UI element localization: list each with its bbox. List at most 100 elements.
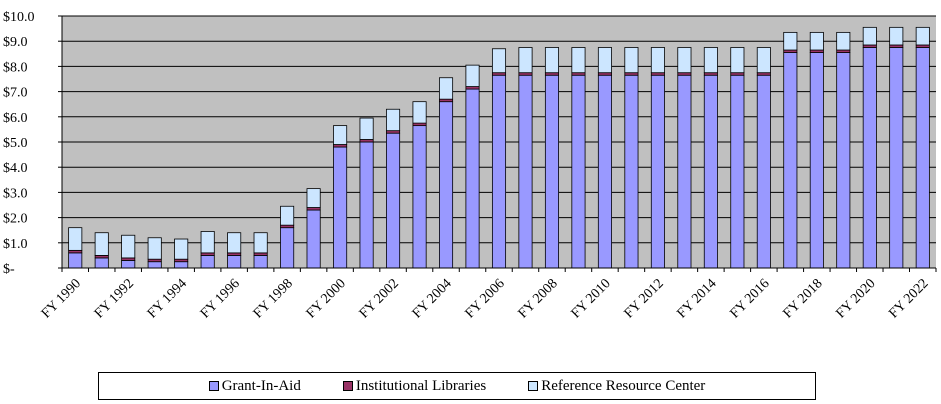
- y-tick-labels: $- $1.0 $2.0 $3.0 $4.0 $5.0 $6.0 $7.0 $8.0 $9.0 $1…: [3, 10, 62, 277]
- bar-segment-reference-resource-center: [703, 47, 718, 74]
- bar-segment-reference-resource-center: [359, 117, 374, 140]
- bar-segment-grant-in-aid: [783, 52, 798, 269]
- bar-segment-grant-in-aid: [836, 52, 851, 269]
- x-tick-label: FY 1998: [251, 276, 296, 321]
- bar-segment-reference-resource-center: [386, 108, 401, 132]
- legend-label-reference-resource-center: Reference Resource Center: [541, 377, 706, 394]
- bar-stack: [200, 231, 215, 269]
- legend-swatch-reference-resource-center: [528, 381, 539, 391]
- legend-swatch-grant-in-aid: [208, 381, 219, 391]
- bar-segment-reference-resource-center: [756, 47, 771, 74]
- bar-segment-reference-resource-center: [650, 47, 665, 74]
- bar-segment-grant-in-aid: [889, 47, 904, 269]
- bars: [68, 26, 930, 269]
- bar-segment-grant-in-aid: [439, 101, 454, 269]
- bar-segment-grant-in-aid: [677, 74, 692, 269]
- x-tick-label: FY 2014: [675, 276, 720, 321]
- bar-segment-grant-in-aid: [915, 47, 930, 269]
- bar-segment-grant-in-aid: [491, 74, 507, 269]
- bar-segment-reference-resource-center: [597, 47, 612, 74]
- bar-segment-reference-resource-center: [491, 48, 507, 74]
- bar-segment-grant-in-aid: [624, 74, 639, 269]
- y-tick-label: $9.0: [3, 35, 28, 50]
- x-tick-label: FY 2008: [516, 276, 561, 321]
- legend-item-reference-resource-center: Reference Resource Center: [528, 378, 705, 395]
- bar-stack: [174, 238, 189, 269]
- bar-stack: [836, 31, 851, 269]
- y-tick-label: $7.0: [3, 86, 28, 101]
- legend-item-institutional-libraries: Institutional Libraries: [342, 378, 486, 395]
- bar-segment-reference-resource-center: [333, 125, 348, 145]
- x-tick-label: FY 2012: [622, 276, 667, 321]
- bar-segment-reference-resource-center: [121, 234, 136, 259]
- bar-segment-grant-in-aid: [412, 125, 427, 269]
- bar-stack: [677, 47, 692, 269]
- bar-segment-grant-in-aid: [862, 47, 877, 269]
- y-tick-label: $2.0: [3, 212, 28, 227]
- bar-stack: [306, 188, 321, 269]
- bar-segment-grant-in-aid: [465, 88, 480, 269]
- bar-segment-reference-resource-center: [889, 26, 904, 46]
- bar-stack: [783, 31, 798, 269]
- bar-stack: [544, 47, 559, 269]
- bar-stack: [94, 232, 109, 269]
- bar-segment-grant-in-aid: [174, 261, 189, 269]
- bar-segment-grant-in-aid: [280, 227, 295, 269]
- legend-label-grant-in-aid: Grant-In-Aid: [221, 377, 301, 394]
- bar-segment-reference-resource-center: [68, 227, 83, 251]
- bar-segment-grant-in-aid: [253, 254, 268, 269]
- bar-segment-grant-in-aid: [227, 254, 242, 269]
- x-tick-label: FY 2020: [833, 276, 878, 321]
- bar-segment-grant-in-aid: [147, 261, 162, 269]
- bar-stack: [465, 64, 480, 269]
- bar-segment-grant-in-aid: [518, 74, 533, 269]
- bar-segment-reference-resource-center: [544, 47, 559, 74]
- bar-stack: [624, 47, 639, 269]
- bar-segment-reference-resource-center: [306, 188, 321, 208]
- x-tick-label: FY 2000: [304, 276, 349, 321]
- bar-segment-reference-resource-center: [677, 47, 692, 74]
- bar-segment-grant-in-aid: [386, 132, 401, 269]
- legend: Grant-In-Aid Institutional Libraries Ref…: [98, 372, 816, 400]
- bar-stack: [386, 108, 401, 269]
- bar-stack: [333, 125, 348, 269]
- bar-segment-grant-in-aid: [756, 74, 771, 269]
- y-tick-label: $4.0: [3, 161, 28, 176]
- y-tick-label: $6.0: [3, 111, 28, 126]
- bar-stack: [756, 47, 771, 269]
- bar-segment-grant-in-aid: [544, 74, 559, 269]
- bar-segment-reference-resource-center: [174, 238, 189, 260]
- bar-segment-reference-resource-center: [730, 47, 745, 74]
- bar-stack: [703, 47, 718, 269]
- bar-segment-reference-resource-center: [915, 26, 930, 46]
- bar-segment-grant-in-aid: [68, 252, 83, 269]
- y-tick-label: $3.0: [3, 186, 28, 201]
- bar-segment-grant-in-aid: [94, 257, 109, 269]
- x-tick-labels: FY 1990 FY 1992 FY 1994 FY 1996 FY 1998 FY 20…: [39, 268, 937, 321]
- bar-segment-reference-resource-center: [862, 26, 877, 46]
- x-tick-label: FY 2004: [410, 276, 455, 321]
- x-tick-label: FY 1990: [39, 276, 84, 321]
- bar-stack: [889, 26, 904, 269]
- y-tick-label: $1.0: [3, 237, 28, 252]
- bar-segment-reference-resource-center: [518, 47, 533, 74]
- bar-segment-reference-resource-center: [439, 77, 454, 100]
- x-tick-label: FY 1996: [198, 276, 243, 321]
- bar-stack: [809, 31, 824, 269]
- bar-segment-reference-resource-center: [94, 232, 109, 256]
- bar-stack: [68, 227, 83, 269]
- bar-stack: [147, 237, 162, 269]
- bar-stack: [915, 26, 930, 269]
- bar-segment-reference-resource-center: [227, 232, 242, 254]
- y-tick-label: $-: [3, 262, 15, 277]
- legend-item-grant-in-aid: Grant-In-Aid: [208, 377, 301, 395]
- bar-segment-grant-in-aid: [597, 74, 612, 269]
- bar-stack: [491, 48, 507, 269]
- bar-segment-grant-in-aid: [650, 74, 665, 269]
- bar-segment-grant-in-aid: [333, 146, 348, 269]
- bar-segment-grant-in-aid: [703, 74, 718, 269]
- bar-stack: [412, 101, 427, 269]
- bar-segment-reference-resource-center: [836, 31, 851, 51]
- bar-stack: [650, 47, 665, 269]
- x-tick-label: FY 1992: [92, 276, 137, 321]
